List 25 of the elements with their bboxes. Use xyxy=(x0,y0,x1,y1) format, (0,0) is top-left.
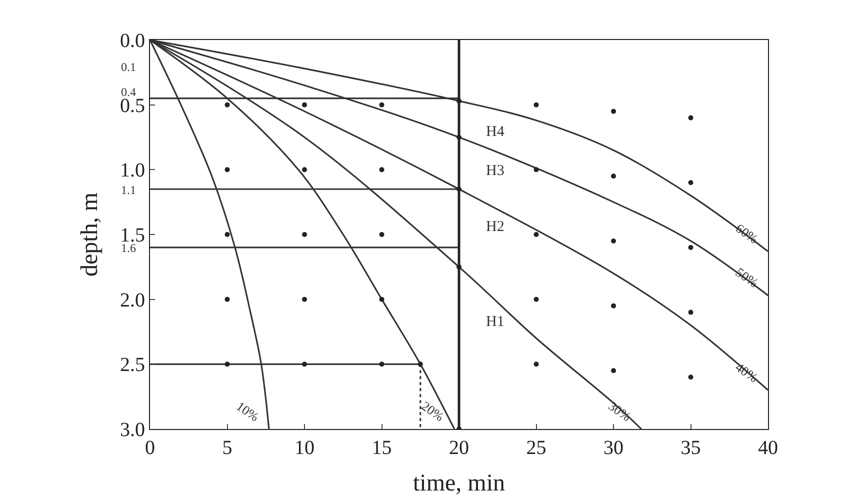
x-tick-label: 15 xyxy=(372,437,392,459)
annotation: H3 xyxy=(486,163,504,179)
text: 20% xyxy=(418,398,448,424)
y-axis-title: depth, m xyxy=(77,192,104,276)
y-tick-label: 2.5 xyxy=(120,354,145,376)
text: 0.1 xyxy=(121,60,136,74)
y-tick-label: 3.0 xyxy=(120,419,145,441)
x-tick-label: 25 xyxy=(526,437,546,459)
y-tick-label: 0.0 xyxy=(120,30,145,52)
annotation: H4 xyxy=(486,124,505,140)
x-tick-label: 0 xyxy=(145,437,155,459)
x-tick-label: 40 xyxy=(758,437,778,459)
y-tick-label: 2.0 xyxy=(120,289,145,312)
annotation: H2 xyxy=(486,219,504,235)
x-axis-title: time, min xyxy=(413,470,505,496)
x-tick-label: 10 xyxy=(294,437,314,459)
x-tick-label: 5 xyxy=(222,437,232,459)
x-tick-label: 20 xyxy=(449,437,469,459)
annotation: H1 xyxy=(486,314,504,330)
x-tick-label: 30 xyxy=(604,437,624,459)
text: 1.6 xyxy=(121,241,136,255)
text: 10% xyxy=(234,398,262,424)
y-tick-label: 1.0 xyxy=(120,160,145,182)
text: 1.1 xyxy=(121,183,136,197)
x-tick-label: 35 xyxy=(680,437,701,459)
